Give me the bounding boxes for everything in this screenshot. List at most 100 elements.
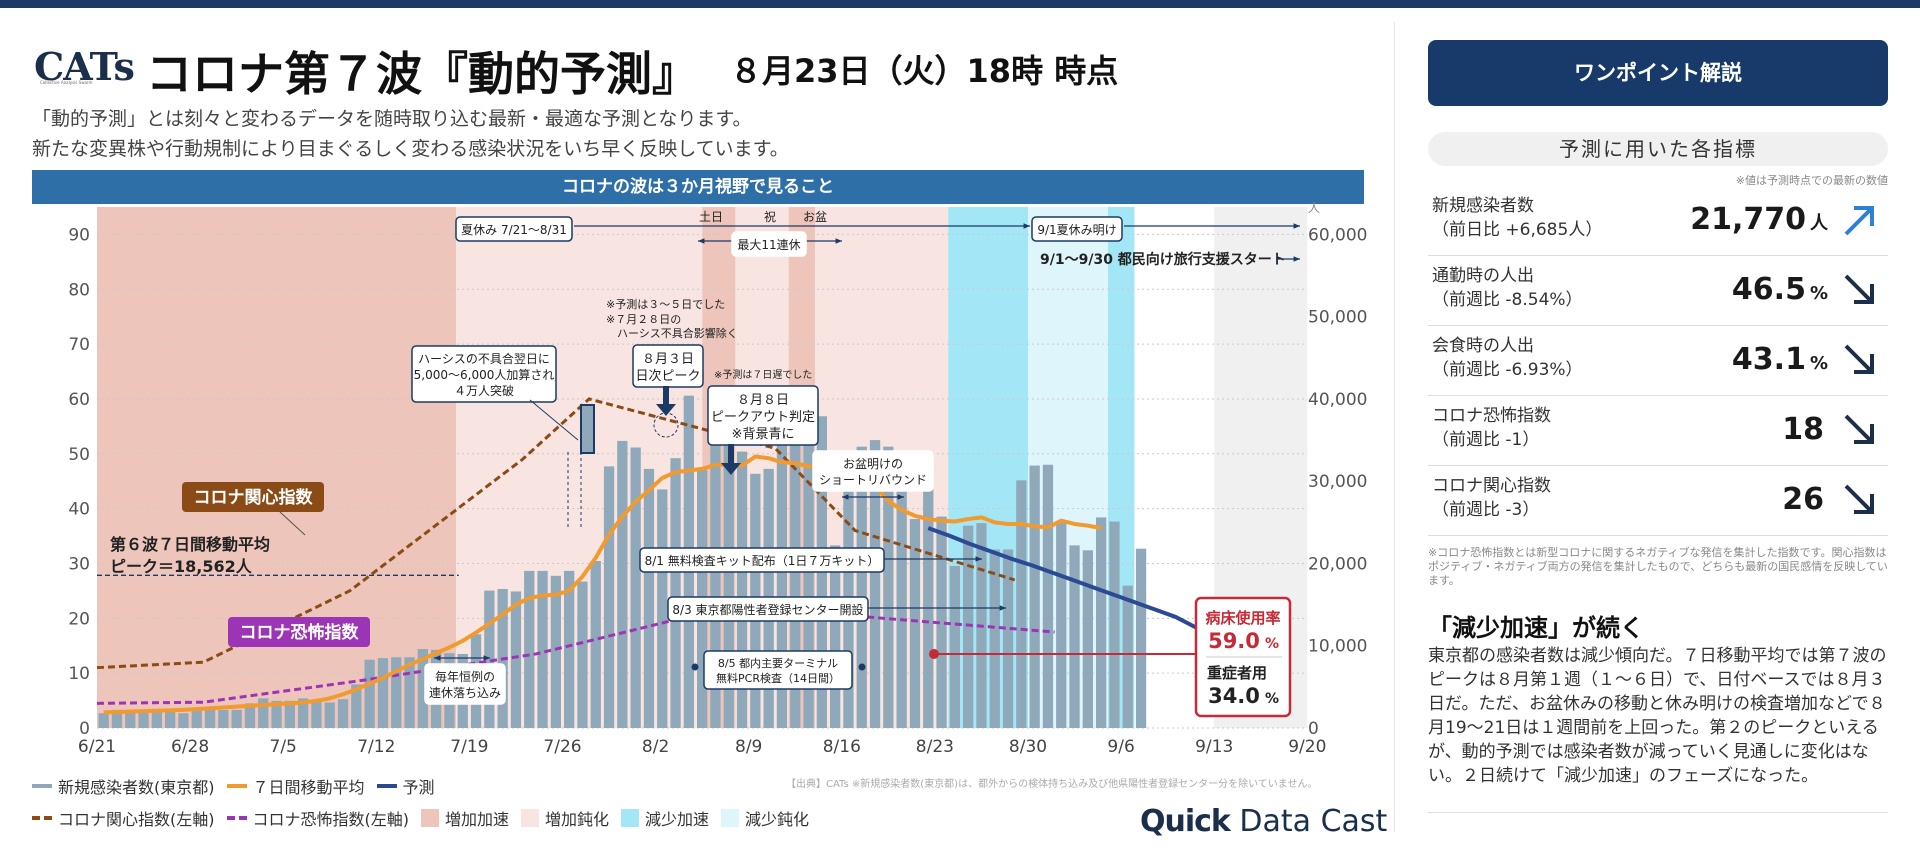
trend-down-icon xyxy=(1844,274,1874,304)
y-left-tick-label: 0 xyxy=(79,719,90,739)
description-line-1: 「動的予測」とは刻々と変わるデータを随時取り込む最新・最適な予測となります。 xyxy=(32,108,752,130)
top-accent-bar xyxy=(0,0,1920,8)
hersys-callout-text: ハーシスの不具合翌日に xyxy=(418,351,550,366)
case-bar xyxy=(883,446,894,728)
kit-arrow-head xyxy=(975,556,982,562)
x-tick-label: 7/19 xyxy=(450,737,488,757)
note-text: ※予測は３〜５日でした xyxy=(606,297,725,311)
interest-index-line xyxy=(96,397,1016,670)
indicator-row: コロナ関心指数 （前週比 -3） 26 xyxy=(1428,466,1888,536)
travel-support-label: 9/1〜9/30 都民向け旅行支援スタート xyxy=(1040,251,1286,268)
y-left-tick-label: 10 xyxy=(68,664,90,684)
case-bar xyxy=(191,709,202,728)
case-bar xyxy=(1002,549,1014,728)
case-bar xyxy=(311,700,322,728)
case-bar xyxy=(643,468,655,728)
peakout-callout-text: ピークアウト判定 xyxy=(711,410,815,425)
holiday-dip-callout-box xyxy=(424,663,506,705)
interest-badge-label: コロナ関心指数 xyxy=(194,487,314,508)
note-text: ※７月２８日の xyxy=(606,313,681,326)
y-left-tick-label: 60 xyxy=(68,390,90,410)
legend-fear: コロナ恐怖指数(左軸) xyxy=(226,806,409,830)
peak-arrow-head xyxy=(656,404,676,416)
indicator-value: 18 xyxy=(1782,412,1824,447)
case-bar xyxy=(351,684,362,728)
case-bar xyxy=(1069,545,1080,728)
panel-title: ワンポイント解説 xyxy=(1428,40,1888,106)
rebound-callout-text: お盆明けの xyxy=(843,457,903,471)
legend-label: コロナ関心指数(左軸) xyxy=(58,810,215,829)
chart-banner: コロナの波は３か月視野で見ること xyxy=(32,170,1364,204)
long-holiday-arrow-tail xyxy=(698,238,705,244)
legend-swatch xyxy=(721,809,740,827)
travel-arrow-head xyxy=(1293,256,1300,262)
indicator-row: 会食時の人出 （前週比 -6.93%） 43.1% xyxy=(1428,326,1888,396)
indicator-name: 通勤時の人出 （前週比 -8.54%） xyxy=(1432,266,1583,310)
case-bar xyxy=(856,446,867,728)
case-bar xyxy=(510,591,522,728)
case-bar xyxy=(657,489,668,728)
hersys-callout-text: ４万人突破 xyxy=(454,383,514,398)
indicator-value: 46.5% xyxy=(1731,272,1828,307)
center-arrow-head xyxy=(999,605,1006,611)
peakout-callout-text: ８月８日 xyxy=(737,393,789,408)
indicator-value: 43.1% xyxy=(1731,342,1828,377)
x-tick-label: 9/20 xyxy=(1288,737,1326,757)
legend-interest: コロナ関心指数(左軸) xyxy=(32,806,215,830)
rebound-arrow-tail xyxy=(842,494,849,500)
case-bar xyxy=(337,699,349,728)
legend-swatch xyxy=(376,784,397,788)
note-text: ※予測は７日遅でした xyxy=(714,368,812,381)
brand-bold: Quick xyxy=(1140,804,1231,839)
peak-callout-text: 日次ピーク xyxy=(635,368,700,384)
indicator-name: コロナ恐怖指数 （前週比 -1） xyxy=(1432,406,1551,450)
case-bar xyxy=(630,447,641,728)
obon-label: お盆 xyxy=(803,210,827,224)
y-right-tick-label: 60,000 xyxy=(1308,225,1367,245)
indicator-name: 会食時の人出 （前週比 -6.93%） xyxy=(1432,336,1583,380)
kit-callout-box xyxy=(639,547,885,573)
legend-label: 減少加速 xyxy=(645,810,710,829)
kit-callout-text: 8/1 無料検査キット配布（1日７万キット） xyxy=(645,553,880,568)
cats-logo-subtitle: Collective Analysis Swarm xyxy=(40,80,93,85)
case-bar xyxy=(284,700,295,728)
case-bar xyxy=(1042,464,1054,728)
summer-end-callout-box xyxy=(1031,216,1123,242)
case-bar xyxy=(670,458,681,728)
y-left-tick-label: 20 xyxy=(68,609,90,629)
y-left-tick-label: 80 xyxy=(68,280,90,300)
pcr-callout-text: 無料PCR検査（14日間） xyxy=(716,671,840,685)
x-tick-label: 7/5 xyxy=(270,737,297,757)
x-tick-label: 6/21 xyxy=(78,737,116,757)
indicator-value: 21,770 人 xyxy=(1690,202,1828,237)
phase-band xyxy=(1028,207,1108,728)
legend-label: 減少鈍化 xyxy=(745,810,810,829)
legend-label: ７日間移動平均 xyxy=(252,778,365,797)
case-bar xyxy=(298,698,309,728)
summer-arrow-head xyxy=(1023,223,1030,229)
severe-title: 重症者用 xyxy=(1207,664,1267,682)
case-bar xyxy=(111,709,123,728)
forecast-line xyxy=(927,526,1218,639)
description-line-2: 新たな変異株や行動規制により目まぐるしく変わる感染状況をいち早く反映しています。 xyxy=(32,138,789,160)
indicator-row: 新規感染者数 （前日比 +6,685人） 21,770 人 xyxy=(1428,186,1888,256)
y-right-tick-label: 20,000 xyxy=(1308,554,1367,574)
fear-badge xyxy=(228,617,370,647)
commentary-body: 東京都の感染者数は減少傾向だ。７日移動平均では第７波のピークは８月第１週（１〜６… xyxy=(1428,646,1887,786)
y-left-tick-label: 50 xyxy=(68,445,90,465)
y-left-tick-label: 30 xyxy=(68,554,90,574)
source-note: 【出典】CATs ※新規感染者数(東京都)は、都外からの検体持ち込み及び他県陽性… xyxy=(786,779,1318,790)
sixth-wave-label: ピーク＝18,562人 xyxy=(110,557,253,576)
x-tick-label: 8/9 xyxy=(735,737,762,757)
rebound-callout-text: ショートリバウンド xyxy=(819,473,927,487)
case-bar xyxy=(324,702,335,728)
legend-swatch xyxy=(621,809,640,827)
case-bar xyxy=(936,516,947,728)
case-bar xyxy=(1135,548,1147,728)
case-bar xyxy=(550,575,561,728)
case-bar xyxy=(231,709,242,728)
case-bar xyxy=(603,466,615,728)
long-holiday-callout-box xyxy=(731,231,807,257)
y-right-unit: 人 xyxy=(1308,201,1320,215)
x-tick-label: 8/16 xyxy=(823,737,861,757)
